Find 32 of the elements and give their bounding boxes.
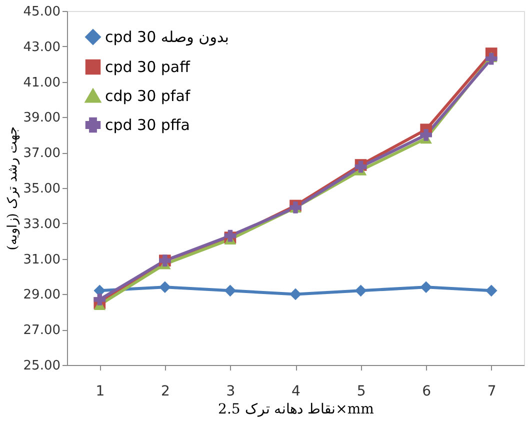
y-tick-label: 45.00 bbox=[23, 4, 60, 20]
legend-label: cpd 30 paff bbox=[105, 58, 191, 76]
x-tick-label: 5 bbox=[356, 384, 366, 400]
y-tick-label: 41.00 bbox=[23, 75, 60, 90]
y-axis-title: جهت رشد ترک (زاویه) bbox=[5, 126, 20, 250]
y-tick-label: 37.00 bbox=[23, 146, 60, 162]
x-tick-label: 6 bbox=[422, 384, 432, 400]
x-tick-label: 3 bbox=[226, 384, 236, 400]
legend-label: cpd 30 pffa bbox=[105, 116, 190, 134]
x-tick-label: 7 bbox=[487, 384, 496, 400]
legend-label: cdp 30 pfaf bbox=[105, 87, 191, 105]
x-tick-label: 2 bbox=[160, 384, 170, 400]
point bbox=[420, 128, 432, 141]
y-tick-label: 31.00 bbox=[23, 252, 60, 268]
point bbox=[420, 281, 432, 294]
x-tick-label: 1 bbox=[96, 384, 105, 400]
x-tick-label: 4 bbox=[292, 384, 301, 400]
y-tick-label: 39.00 bbox=[23, 110, 60, 126]
point bbox=[159, 281, 171, 294]
y-tick-label: 43.00 bbox=[23, 40, 60, 55]
point bbox=[290, 288, 302, 300]
x-axis-title: نقاط دهانه ترک 2.5×mm bbox=[218, 402, 374, 418]
y-tick-label: 25.00 bbox=[23, 358, 60, 374]
y-tick-label: 29.00 bbox=[23, 288, 60, 303]
point bbox=[224, 284, 236, 297]
point bbox=[485, 284, 498, 297]
y-tick-label: 33.00 bbox=[23, 216, 60, 232]
point bbox=[354, 284, 367, 297]
legend-label: cpd 30 بدون وصله bbox=[105, 28, 229, 46]
point bbox=[94, 294, 106, 306]
y-tick-label: 35.00 bbox=[23, 182, 60, 196]
y-tick-label: 27.00 bbox=[23, 323, 60, 338]
